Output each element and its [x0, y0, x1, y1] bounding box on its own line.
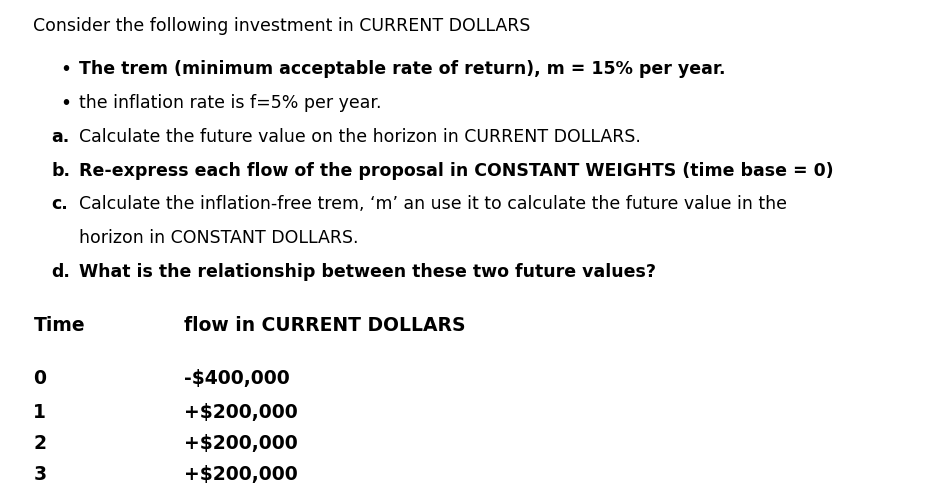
Text: •: •: [60, 61, 71, 79]
Text: Time: Time: [34, 316, 85, 335]
Text: 3: 3: [34, 465, 47, 484]
Text: Consider the following investment in CURRENT DOLLARS: Consider the following investment in CUR…: [34, 17, 531, 35]
Text: b.: b.: [51, 162, 71, 180]
Text: 2: 2: [34, 434, 47, 453]
Text: 1: 1: [34, 403, 47, 422]
Text: •: •: [60, 94, 71, 113]
Text: flow in CURRENT DOLLARS: flow in CURRENT DOLLARS: [184, 316, 465, 335]
Text: Calculate the inflation-free trem, ‘m’ an use it to calculate the future value i: Calculate the inflation-free trem, ‘m’ a…: [79, 195, 787, 213]
Text: Calculate the future value on the horizon in CURRENT DOLLARS.: Calculate the future value on the horizo…: [79, 128, 641, 146]
Text: a.: a.: [51, 128, 70, 146]
Text: -$400,000: -$400,000: [184, 369, 290, 388]
Text: 0: 0: [34, 369, 47, 388]
Text: +$200,000: +$200,000: [184, 465, 297, 484]
Text: The trem (minimum acceptable rate of return), m = 15% per year.: The trem (minimum acceptable rate of ret…: [79, 61, 726, 78]
Text: +$200,000: +$200,000: [184, 434, 297, 453]
Text: horizon in CONSTANT DOLLARS.: horizon in CONSTANT DOLLARS.: [79, 229, 359, 247]
Text: Re-express each flow of the proposal in CONSTANT WEIGHTS (time base = 0): Re-express each flow of the proposal in …: [79, 162, 834, 180]
Text: c.: c.: [51, 195, 68, 213]
Text: +$200,000: +$200,000: [184, 403, 297, 422]
Text: What is the relationship between these two future values?: What is the relationship between these t…: [79, 263, 657, 281]
Text: the inflation rate is f=5% per year.: the inflation rate is f=5% per year.: [79, 94, 382, 112]
Text: d.: d.: [51, 263, 71, 281]
